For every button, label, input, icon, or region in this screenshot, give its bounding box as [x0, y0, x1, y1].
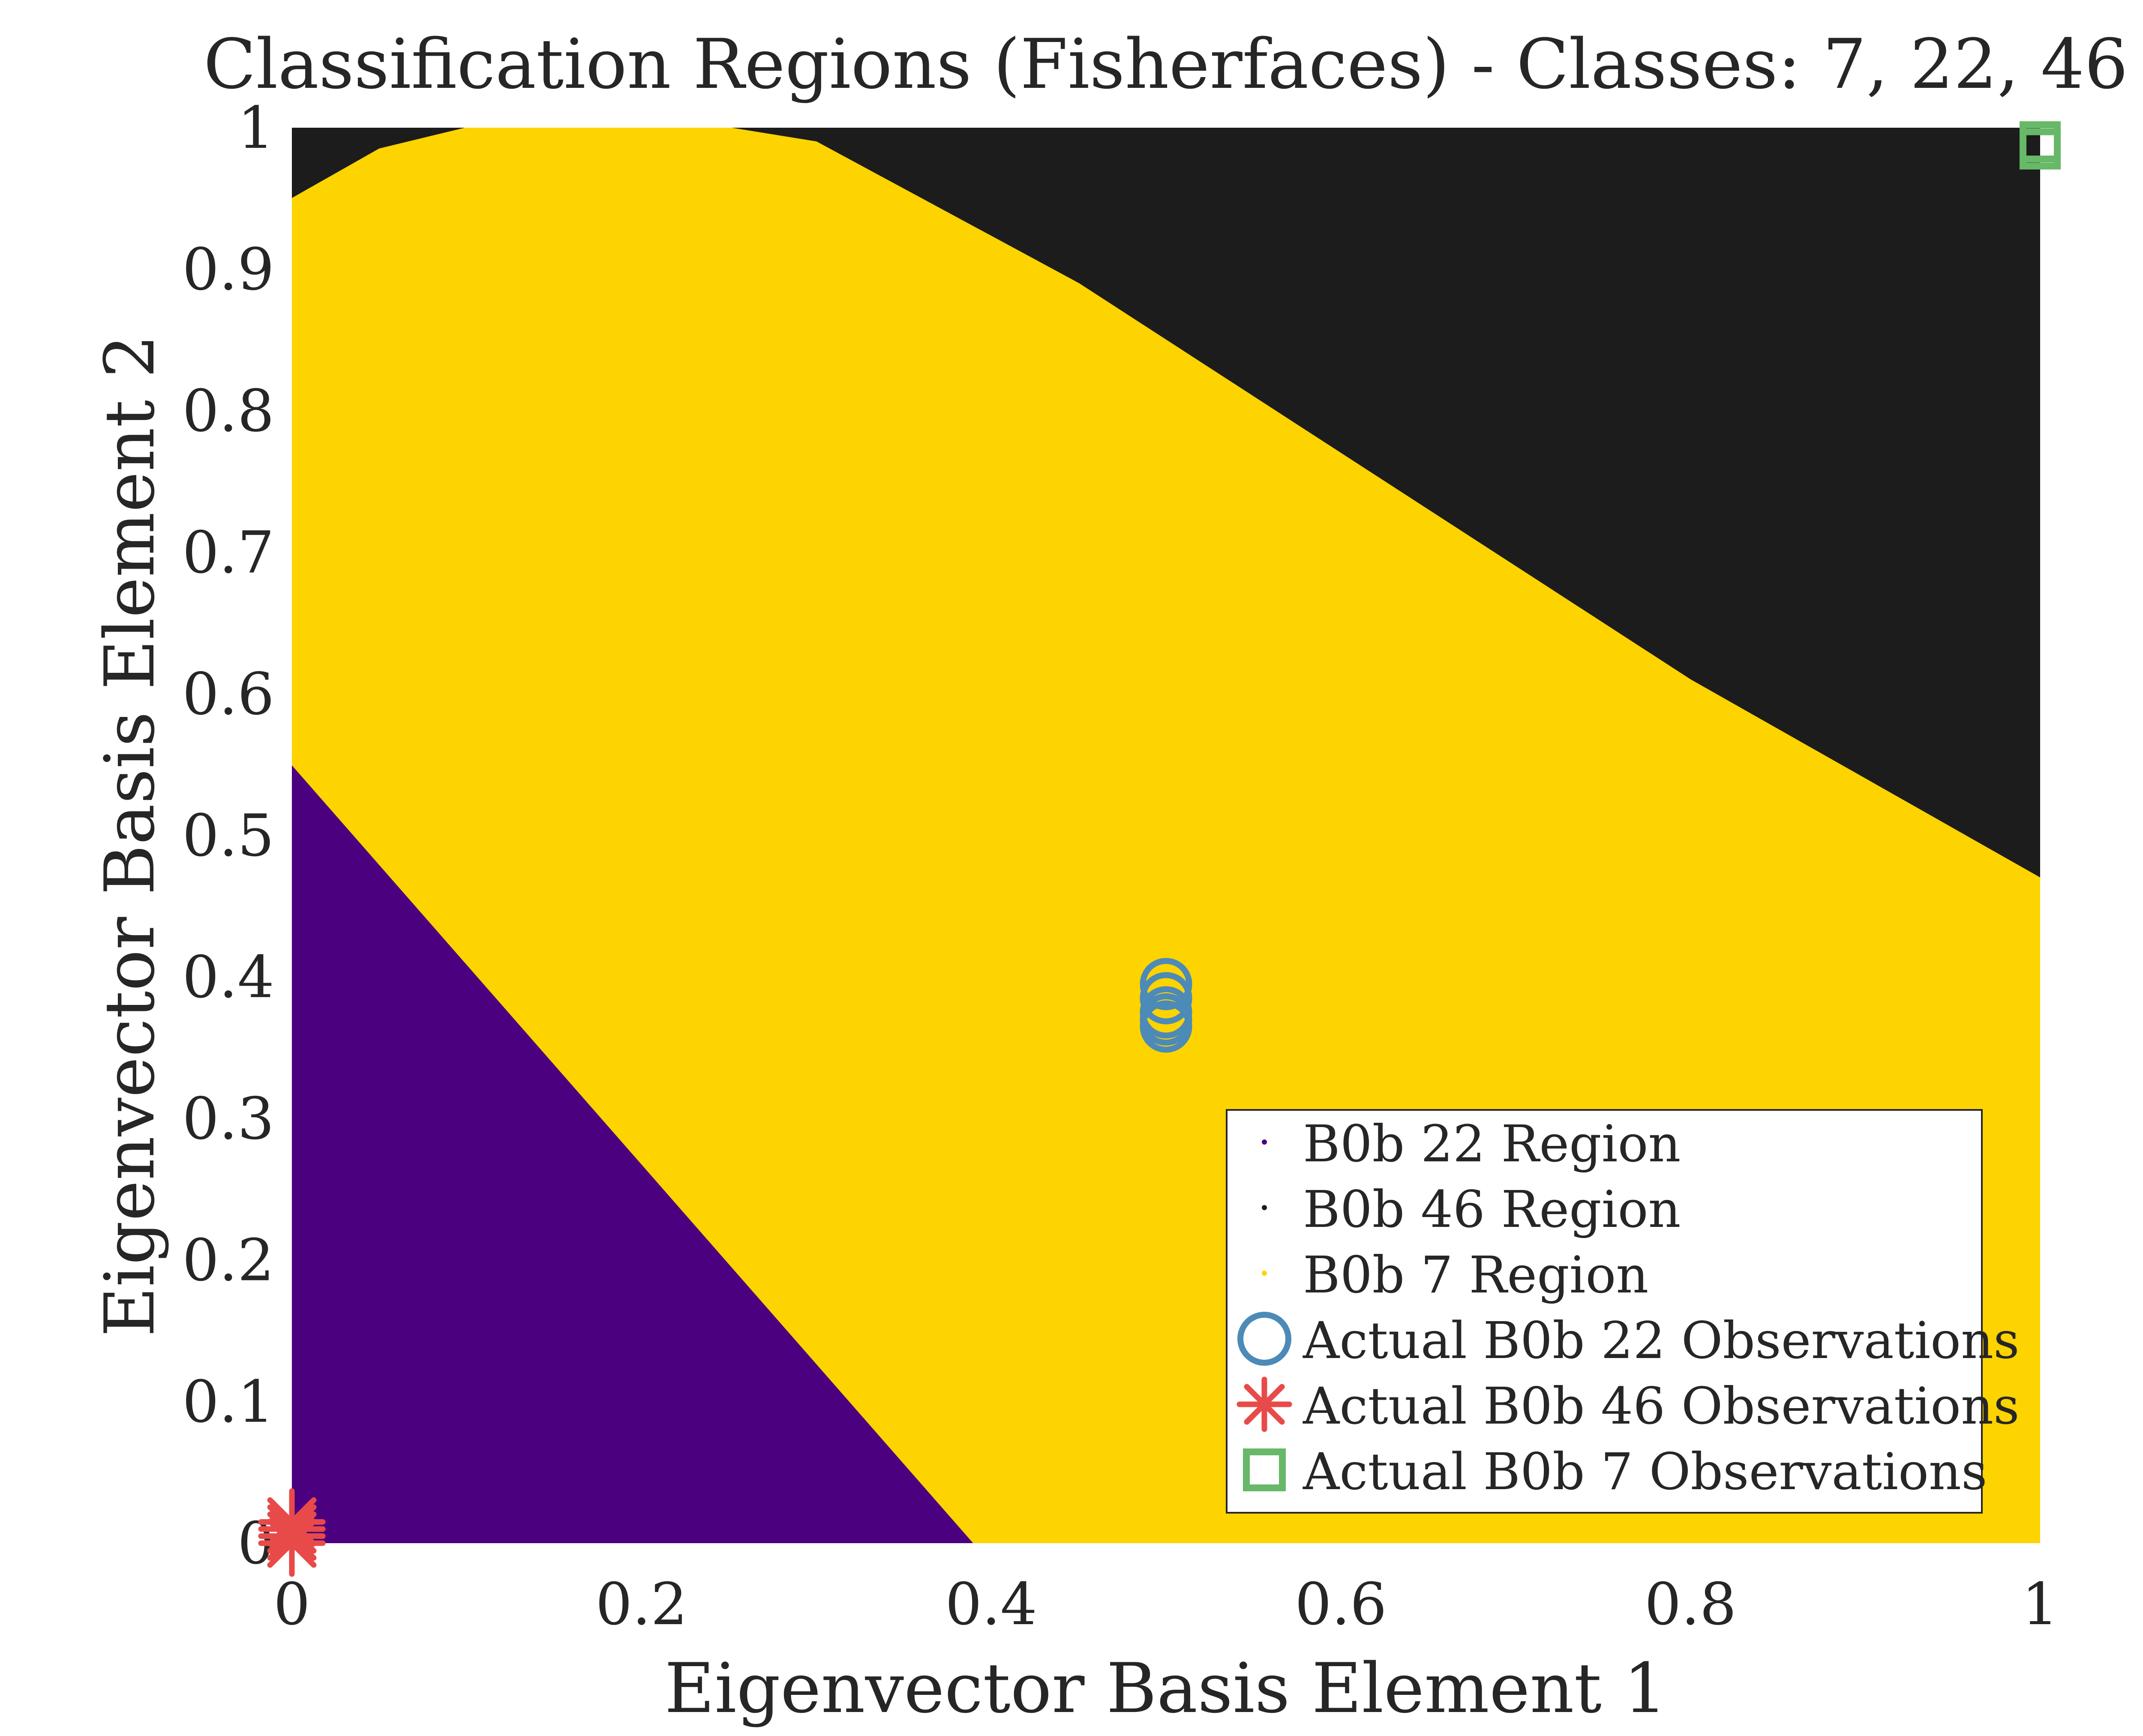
legend-label: Actual B0b 46 Observations [1303, 1376, 2020, 1436]
legend-label: Actual B0b 22 Observations [1303, 1311, 2020, 1370]
legend-label: B0b 22 Region [1303, 1114, 1681, 1173]
legend-marker-actual-b0b-46-observations [1237, 1376, 1292, 1432]
y-axis-label: Eigenvector Basis Element 2 [90, 334, 170, 1337]
y-tick-label: 0.9 [182, 236, 274, 303]
point-actual-b0b-22-observations [1140, 972, 1192, 1025]
legend-marker-b0b-22-region [1262, 1139, 1267, 1145]
y-tick-label: 1 [237, 94, 274, 162]
legend-items: B0b 22 Region B0b 46 Region B0b 7 Region Ac… [1237, 1114, 2020, 1501]
x-tick-label: 0.4 [945, 1571, 1037, 1638]
y-tick-label: 0.1 [182, 1368, 274, 1436]
legend-marker-actual-b0b-22-observations [1237, 1312, 1291, 1366]
y-tick-label: 0.6 [182, 660, 274, 728]
chart-title: Classification Regions (Fisherfaces) - C… [204, 24, 2128, 104]
y-tick-label: 0.2 [182, 1226, 274, 1294]
observation-points [258, 121, 2061, 1577]
point-actual-b0b-7-observations [2020, 128, 2061, 170]
legend-label: B0b 46 Region [1303, 1180, 1681, 1239]
y-tick-label: 0.7 [182, 519, 274, 586]
x-tick-label: 0 [273, 1571, 310, 1638]
legend-label: B0b 7 Region [1303, 1245, 1648, 1304]
x-tick-labels: 0 0.2 0.4 0.6 0.8 1 [273, 1571, 2059, 1638]
y-tick-labels: 00.10.20.30.40.50.60.70.80.91 [182, 94, 274, 1577]
y-tick-label: 0.8 [182, 378, 274, 445]
point-actual-b0b-22-observations [1140, 1000, 1192, 1053]
y-tick-label: 0.3 [182, 1085, 274, 1152]
x-tick-label: 1 [2022, 1571, 2059, 1638]
legend-label: Actual B0b 7 Observations [1303, 1442, 1987, 1501]
x-axis-label: Eigenvector Basis Element 1 [664, 1648, 1667, 1728]
y-tick-label: 0.5 [182, 802, 274, 869]
point-actual-b0b-22-observations [1140, 958, 1192, 1010]
y-tick-label: 0.4 [182, 944, 274, 1011]
legend-marker-b0b-46-region [1262, 1205, 1267, 1210]
point-actual-b0b-46-observations [258, 1509, 326, 1577]
x-tick-label: 0.8 [1645, 1571, 1737, 1638]
x-tick-label: 0.2 [595, 1571, 687, 1638]
legend: B0b 22 Region B0b 46 Region B0b 7 Region Ac… [1226, 1109, 2020, 1514]
legend-box [1226, 1109, 1983, 1514]
legend-marker-b0b-7-region [1262, 1271, 1267, 1276]
x-tick-label: 0.6 [1295, 1571, 1387, 1638]
legend-marker-actual-b0b-7-observations [1243, 1448, 1286, 1491]
